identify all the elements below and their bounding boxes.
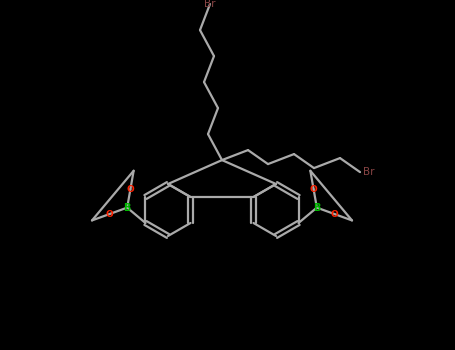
Text: O: O — [106, 210, 113, 218]
Text: O: O — [330, 210, 339, 218]
Text: B: B — [123, 203, 131, 212]
Text: O: O — [310, 185, 318, 194]
Text: B: B — [313, 203, 320, 212]
Text: Br: Br — [363, 167, 374, 177]
Text: O: O — [126, 185, 134, 194]
Text: Br: Br — [204, 0, 216, 9]
